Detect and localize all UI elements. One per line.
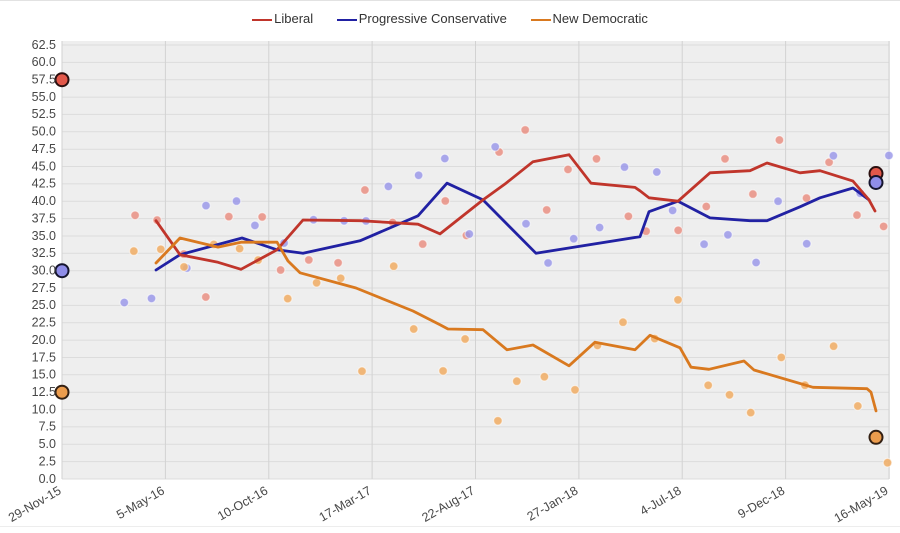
svg-text:12.5: 12.5 [32, 385, 56, 399]
svg-text:32.5: 32.5 [32, 246, 56, 260]
svg-text:25.0: 25.0 [32, 298, 56, 312]
svg-text:62.5: 62.5 [32, 38, 56, 52]
svg-text:57.5: 57.5 [32, 73, 56, 87]
svg-text:15.0: 15.0 [32, 368, 56, 382]
svg-text:52.5: 52.5 [32, 107, 56, 121]
svg-text:9-Dec-18: 9-Dec-18 [736, 483, 788, 521]
svg-text:27.5: 27.5 [32, 281, 56, 295]
svg-text:55.0: 55.0 [32, 90, 56, 104]
svg-text:5-May-16: 5-May-16 [114, 483, 167, 522]
svg-text:0.0: 0.0 [39, 472, 56, 486]
svg-text:37.5: 37.5 [32, 211, 56, 225]
svg-text:7.5: 7.5 [39, 420, 56, 434]
svg-text:60.0: 60.0 [32, 55, 56, 69]
svg-text:27-Jan-18: 27-Jan-18 [525, 483, 581, 523]
svg-text:4-Jul-18: 4-Jul-18 [638, 483, 684, 518]
svg-text:10.0: 10.0 [32, 402, 56, 416]
svg-text:47.5: 47.5 [32, 142, 56, 156]
svg-text:29-Nov-15: 29-Nov-15 [6, 483, 64, 524]
svg-text:22.5: 22.5 [32, 316, 56, 330]
svg-text:40.0: 40.0 [32, 194, 56, 208]
svg-text:20.0: 20.0 [32, 333, 56, 347]
svg-text:30.0: 30.0 [32, 264, 56, 278]
svg-text:2.5: 2.5 [39, 454, 56, 468]
svg-text:10-Oct-16: 10-Oct-16 [215, 483, 270, 523]
svg-text:17-Mar-17: 17-Mar-17 [317, 483, 374, 524]
svg-text:42.5: 42.5 [32, 177, 56, 191]
svg-text:50.0: 50.0 [32, 125, 56, 139]
svg-text:17.5: 17.5 [32, 350, 56, 364]
svg-text:22-Aug-17: 22-Aug-17 [419, 483, 477, 524]
svg-text:45.0: 45.0 [32, 159, 56, 173]
svg-text:5.0: 5.0 [39, 437, 56, 451]
svg-text:35.0: 35.0 [32, 229, 56, 243]
svg-text:16-May-19: 16-May-19 [832, 483, 891, 525]
